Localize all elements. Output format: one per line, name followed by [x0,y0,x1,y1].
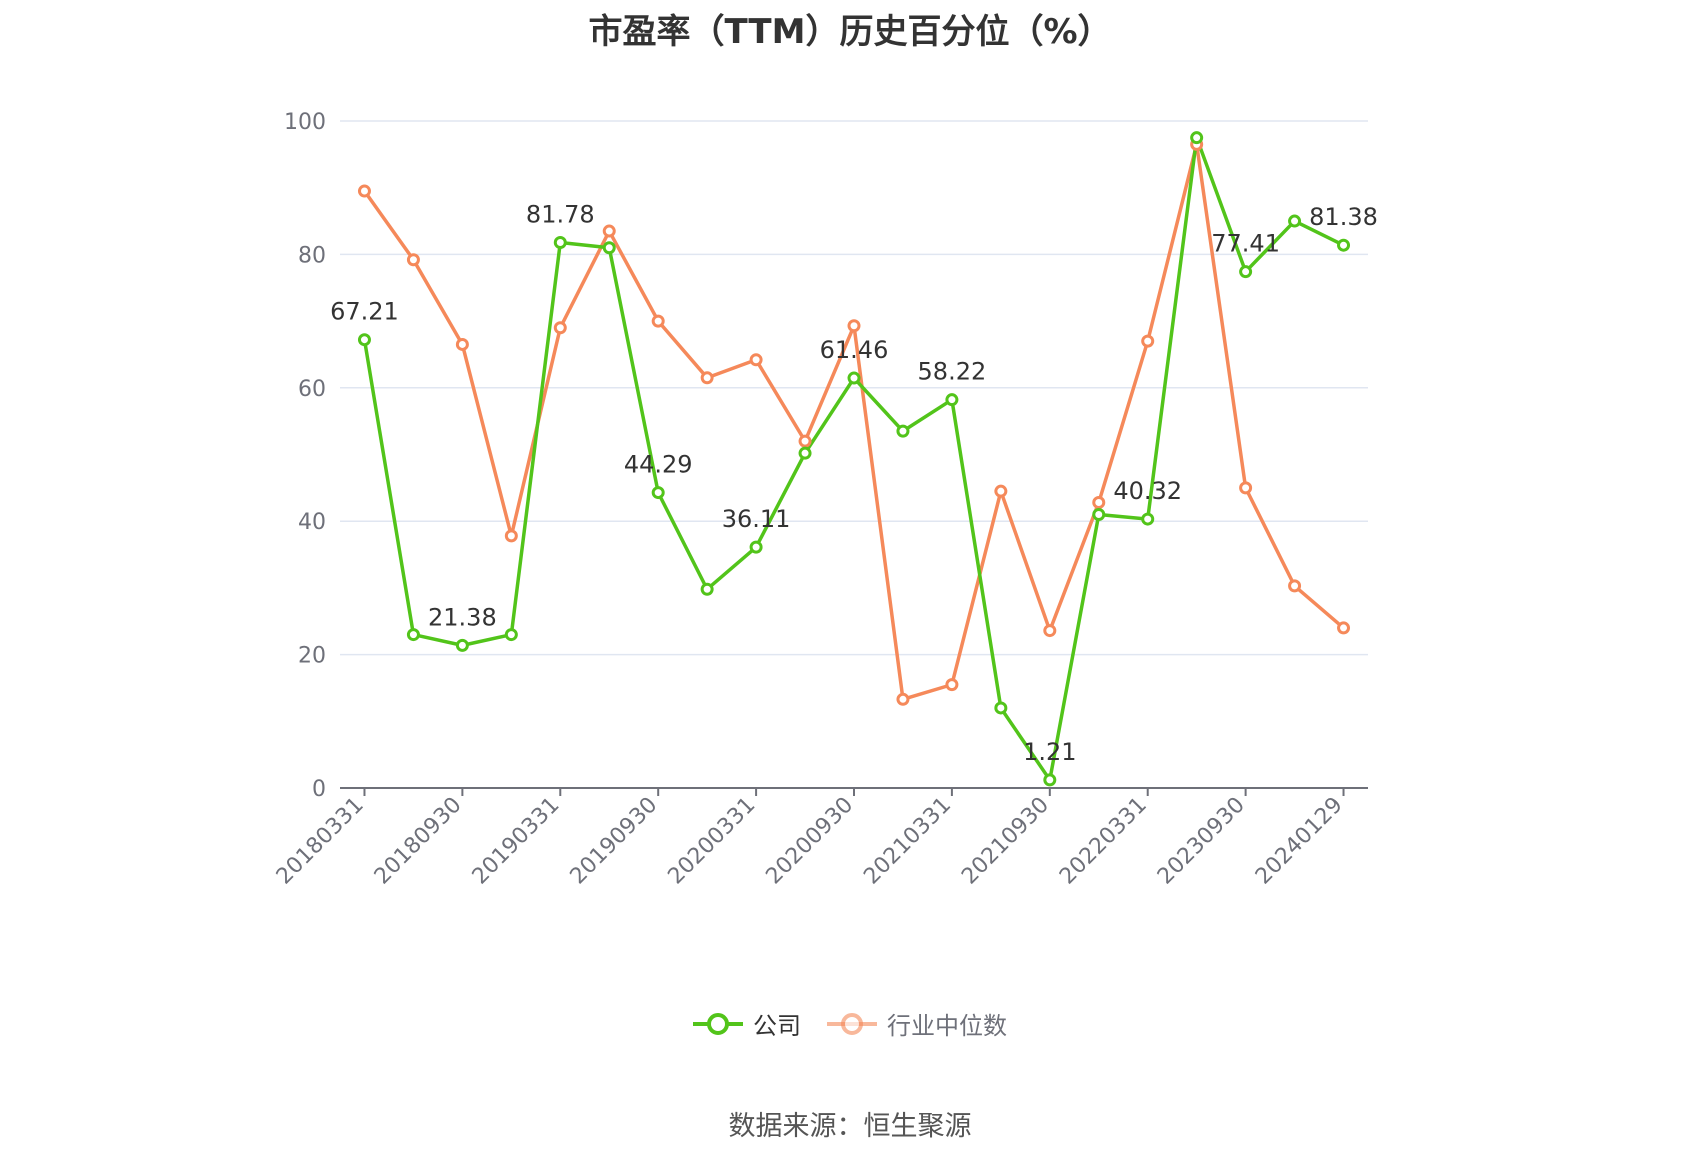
x-tick-label: 20200331 [663,793,760,890]
industry-data-point [798,434,812,448]
company-data-point [1337,238,1351,252]
x-tick-label: 20180331 [272,793,369,890]
industry-data-point [651,314,665,328]
industry-data-point [896,692,910,706]
industry-data-point [1337,621,1351,635]
company-data-point [945,393,959,407]
company-data-point [749,540,763,554]
data-label: 67.21 [330,298,399,326]
industry-data-point [504,529,518,543]
legend-item-industry-median[interactable]: 行业中位数 [827,1006,1007,1041]
company-data-point [357,333,371,347]
company-data-point [553,236,567,250]
industry-data-point [847,319,861,333]
company-data-point [1092,508,1106,522]
x-tick-label: 20240129 [1251,793,1348,890]
y-tick-label: 20 [298,644,326,669]
industry-data-point [1043,624,1057,638]
data-label: 77.41 [1211,230,1280,258]
legend: 公司 行业中位数 [0,1006,1700,1041]
data-label: 1.21 [1023,738,1076,766]
data-label: 36.11 [722,505,791,533]
x-tick-label: 20190930 [566,793,663,890]
company-data-point [1288,214,1302,228]
x-tick-label: 20200930 [761,793,858,890]
industry-data-point [700,371,714,385]
company-data-point [847,371,861,385]
x-tick-label: 20180930 [370,793,467,890]
x-tick-label: 20230930 [1153,793,1250,890]
company-data-point [798,446,812,460]
company-data-point [1239,265,1253,279]
industry-data-point [749,353,763,367]
data-label: 81.38 [1309,203,1378,231]
industry-data-point [1239,481,1253,495]
chart-title: 市盈率（TTM）历史百分位（%） [588,12,1112,52]
y-tick-label: 0 [312,777,326,802]
company-data-point [1190,131,1204,145]
industry-data-point [994,484,1008,498]
industry-data-point [455,337,469,351]
data-source-note: 数据来源：恒生聚源 [728,1111,972,1142]
company-data-point [896,424,910,438]
legend-industry-swatch [827,1012,877,1035]
industry-series-line [363,142,1345,702]
company-data-point [1141,512,1155,526]
company-data-point [1043,773,1057,787]
industry-data-point [1141,334,1155,348]
company-data-point [651,486,665,500]
y-tick-label: 40 [298,510,326,535]
legend-company-label: 公司 [753,1012,801,1040]
data-label: 44.29 [624,451,693,479]
company-data-point [406,628,420,642]
x-tick-label: 20220331 [1055,793,1152,890]
data-points [357,131,1351,787]
x-tick-label: 20210930 [957,793,1054,890]
industry-data-point [406,253,420,267]
series-lines [362,135,1345,782]
x-tick-label: 20190331 [468,793,565,890]
axes: 0 20 40 60 80 100 20180331 20180930 20190331 2019… [272,110,1368,889]
y-tick-label: 100 [284,110,326,135]
industry-data-point [1288,579,1302,593]
company-data-point [455,638,469,652]
grid-lines [340,120,1368,656]
company-data-point [994,701,1008,715]
company-data-point [504,628,518,642]
industry-data-point [553,321,567,335]
company-data-point [700,582,714,596]
legend-industry-label: 行业中位数 [887,1012,1007,1040]
legend-item-company[interactable]: 公司 [693,1006,801,1041]
x-tick-label: 20210331 [859,793,956,890]
data-label: 21.38 [428,603,497,631]
industry-data-point [1092,496,1106,510]
y-tick-label: 60 [298,377,326,402]
data-label: 40.32 [1113,477,1182,505]
data-label: 61.46 [820,336,889,364]
y-tick-label: 80 [298,243,326,268]
company-series-line [362,135,1345,782]
legend-company-swatch [693,1012,743,1035]
industry-data-point [945,678,959,692]
data-labels: 67.21 21.38 81.78 44.29 36.11 61.46 58.22 1.21 4… [330,201,1378,766]
industry-data-point [357,184,371,198]
company-data-point [602,241,616,255]
industry-data-point [602,224,616,238]
data-label: 58.22 [918,358,987,386]
data-label: 81.78 [526,201,595,229]
